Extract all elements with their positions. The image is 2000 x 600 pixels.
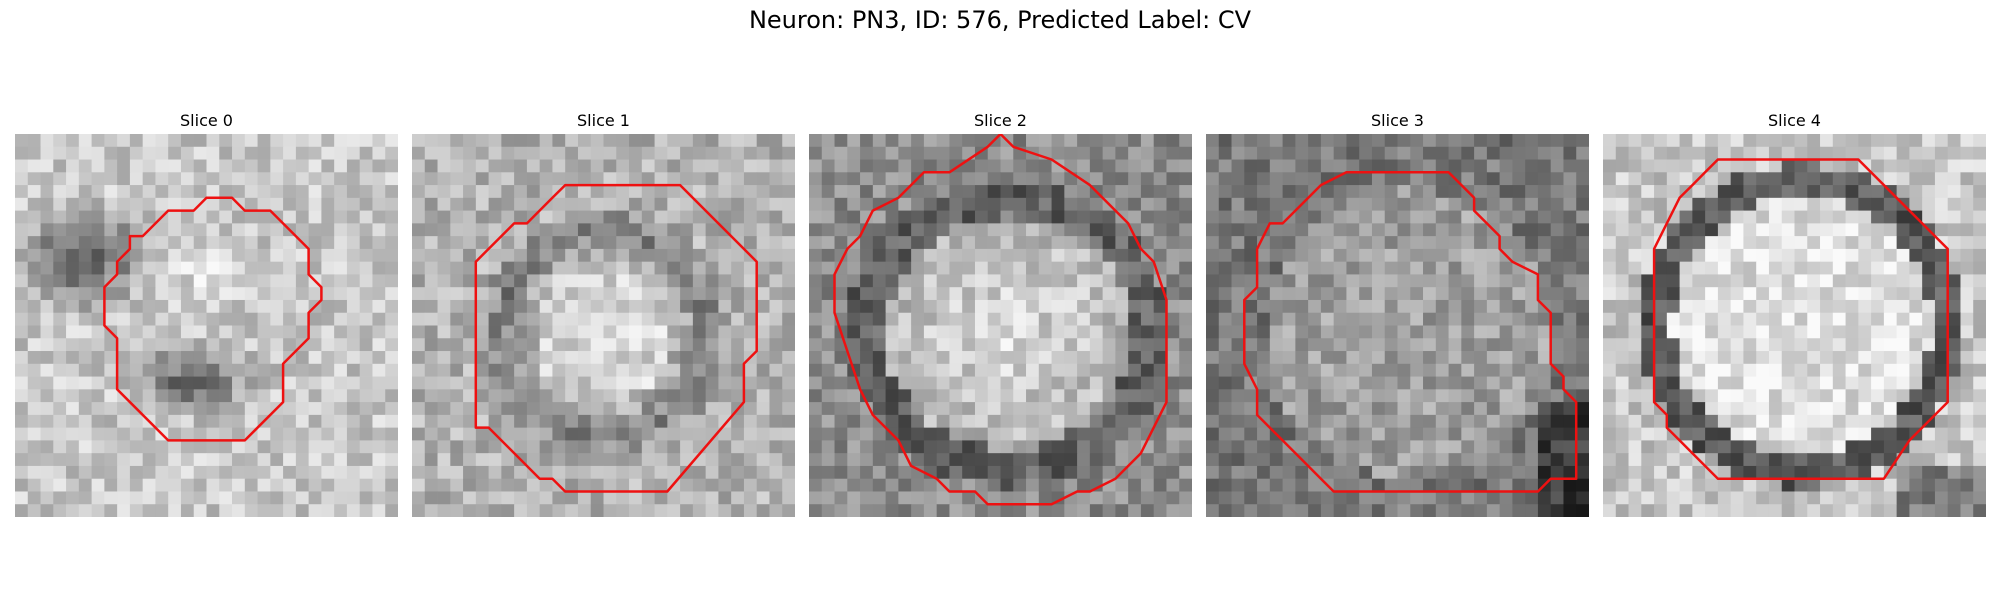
segmentation-contour <box>103 196 323 442</box>
slice-panel-2: Slice 2 <box>809 108 1192 517</box>
slice-panel-4: Slice 4 <box>1603 108 1986 517</box>
segmentation-contour <box>833 134 1168 506</box>
slice-panel-0: Slice 0 <box>15 108 398 517</box>
slice-image <box>412 134 795 517</box>
slice-panel-3: Slice 3 <box>1206 108 1589 517</box>
slice-title: Slice 0 <box>180 111 233 130</box>
segmentation-contour <box>474 183 758 493</box>
slice-image <box>1206 134 1589 517</box>
slice-panel-1: Slice 1 <box>412 108 795 517</box>
slice-image <box>15 134 398 517</box>
slice-title: Slice 1 <box>577 111 630 130</box>
slice-image <box>1603 134 1986 517</box>
slice-image <box>809 134 1192 517</box>
slice-title: Slice 2 <box>974 111 1027 130</box>
segmentation-contour <box>1652 158 1949 480</box>
segmentation-contour <box>1243 171 1578 493</box>
slice-title: Slice 3 <box>1371 111 1424 130</box>
figure-title: Neuron: PN3, ID: 576, Predicted Label: C… <box>748 6 1252 34</box>
slice-title: Slice 4 <box>1768 111 1821 130</box>
